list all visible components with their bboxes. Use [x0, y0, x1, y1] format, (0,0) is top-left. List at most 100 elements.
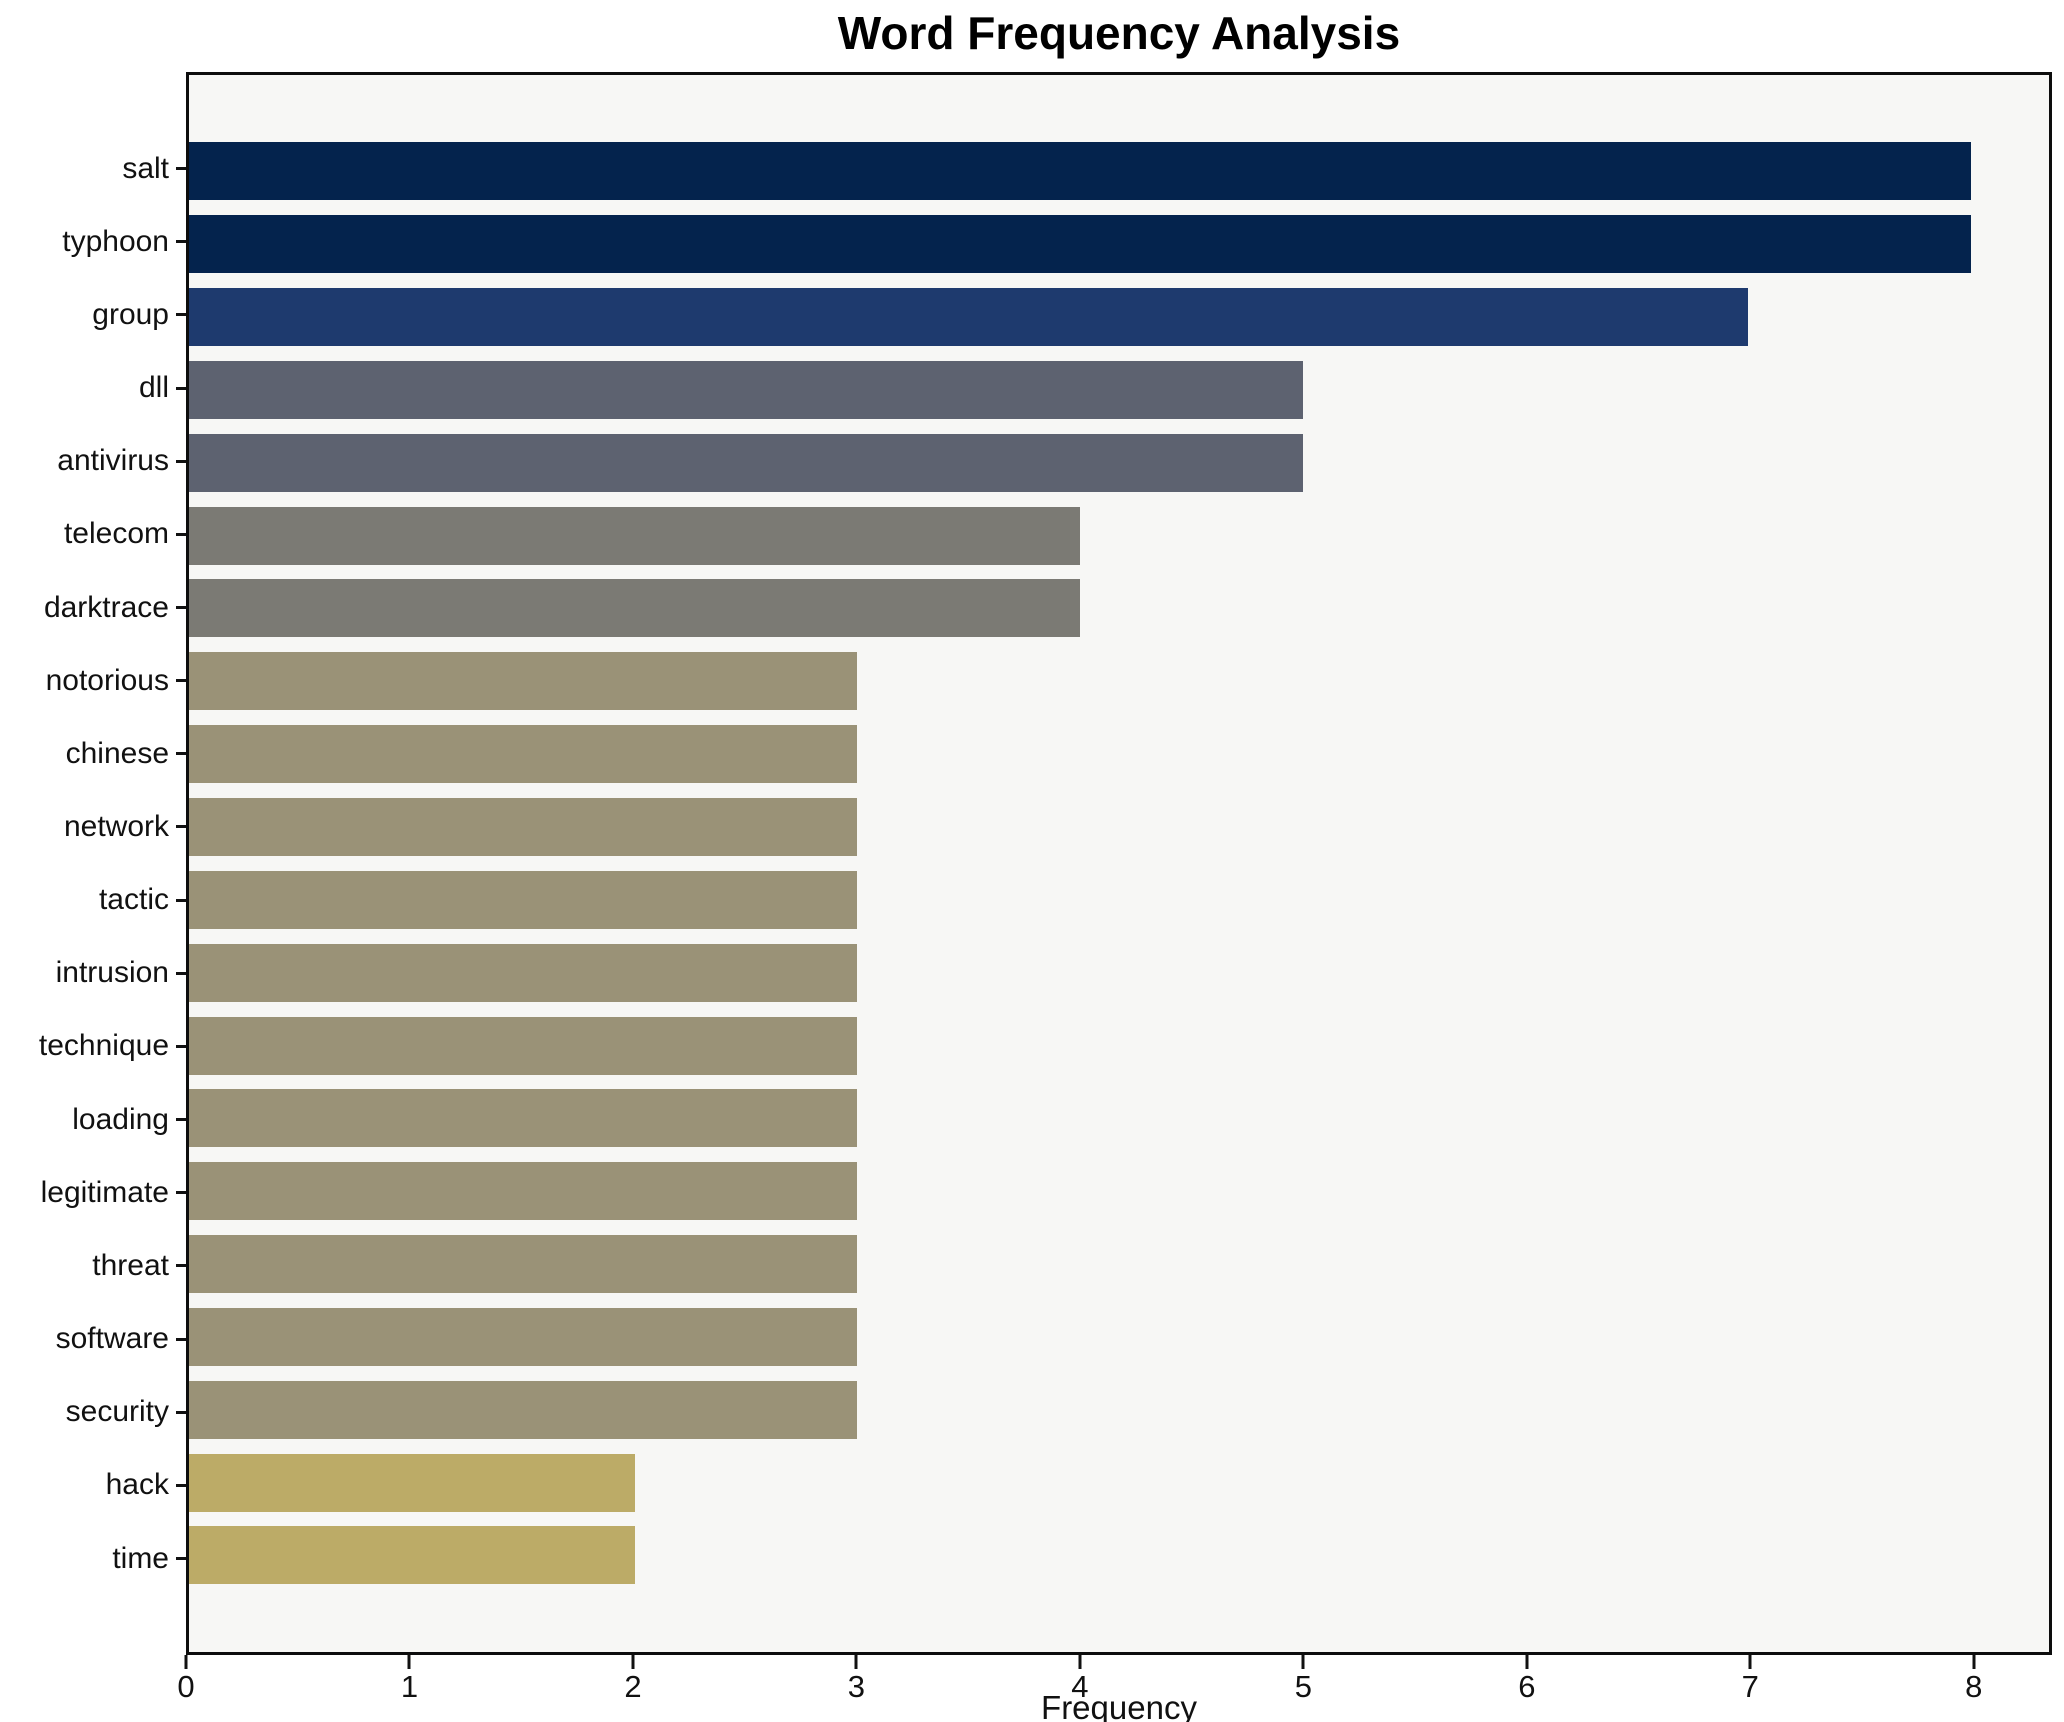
bar-antivirus	[189, 433, 1303, 492]
y-tick-mark	[176, 898, 186, 902]
bar-chinese	[189, 725, 858, 784]
y-label-row-typhoon: typhoon	[0, 205, 186, 278]
x-axis: Frequency 0 1 2 3 4 5 6 7 8	[177, 1655, 2052, 1722]
y-label-software: software	[55, 1322, 169, 1356]
bar-typhoon	[189, 215, 1972, 274]
y-label-row-intrusion: intrusion	[0, 937, 186, 1010]
bar-row-loading	[189, 1082, 2049, 1155]
bar-row-time	[189, 1519, 2049, 1592]
bar-row-technique	[189, 1009, 2049, 1082]
x-tick-label-0: 0	[177, 1669, 195, 1704]
bar-row-notorious	[189, 645, 2049, 718]
y-tick-mark	[176, 1557, 186, 1561]
bar-notorious	[189, 652, 858, 711]
bar-software	[189, 1307, 858, 1366]
x-tick-label-3: 3	[847, 1669, 866, 1704]
x-tick-mark-0	[184, 1655, 188, 1669]
bar-salt	[189, 142, 1972, 201]
y-label-hack: hack	[105, 1468, 169, 1502]
y-label-typhoon: typhoon	[62, 224, 169, 258]
bar-row-tactic	[189, 863, 2049, 936]
y-tick-mark	[176, 679, 186, 683]
y-label-row-network: network	[0, 790, 186, 863]
bar-row-network	[189, 791, 2049, 864]
y-label-row-antivirus: antivirus	[0, 425, 186, 498]
y-label-dll: dll	[138, 371, 169, 405]
y-tick-mark	[176, 1483, 186, 1487]
x-tick-mark-4	[1078, 1655, 1082, 1669]
y-label-time: time	[112, 1541, 169, 1575]
y-label-row-security: security	[0, 1376, 186, 1449]
y-label-telecom: telecom	[63, 517, 169, 551]
x-tick-mark-7	[1748, 1655, 1752, 1669]
x-tick-mark-1	[407, 1655, 411, 1669]
bar-time	[189, 1526, 635, 1585]
y-label-network: network	[63, 809, 169, 843]
y-tick-mark	[176, 459, 186, 463]
x-tick-mark-2	[631, 1655, 635, 1669]
y-label-row-notorious: notorious	[0, 644, 186, 717]
bar-row-salt	[189, 135, 2049, 208]
bar-row-typhoon	[189, 208, 2049, 281]
bar-dll	[189, 360, 1303, 419]
y-label-legitimate: legitimate	[40, 1175, 169, 1209]
x-tick-mark-5	[1301, 1655, 1305, 1669]
y-tick-mark	[176, 1044, 186, 1048]
x-tick-mark-3	[854, 1655, 858, 1669]
y-label-threat: threat	[92, 1248, 169, 1282]
x-axis-title: Frequency	[1041, 1689, 1197, 1722]
y-tick-mark	[176, 606, 186, 610]
y-label-salt: salt	[122, 151, 169, 185]
y-axis-labels: salt typhoon group dll antivirus telecom darkt…	[0, 72, 186, 1655]
y-label-row-legitimate: legitimate	[0, 1156, 186, 1229]
bar-row-legitimate	[189, 1155, 2049, 1228]
bar-network	[189, 798, 858, 857]
y-label-row-salt: salt	[0, 132, 186, 205]
plot-area	[186, 72, 2052, 1655]
x-tick-label-1: 1	[400, 1669, 419, 1704]
bar-technique	[189, 1016, 858, 1075]
y-label-technique: technique	[38, 1029, 169, 1063]
y-label-tactic: tactic	[98, 883, 169, 917]
y-tick-mark	[176, 971, 186, 975]
x-tick-mark-6	[1525, 1655, 1529, 1669]
bar-telecom	[189, 506, 1081, 565]
y-tick-mark	[176, 752, 186, 756]
bar-loading	[189, 1089, 858, 1148]
y-tick-mark	[176, 1410, 186, 1414]
x-tick-label-4: 4	[1071, 1669, 1089, 1704]
x-tick-mark-8	[1972, 1655, 1976, 1669]
y-tick-mark	[176, 825, 186, 829]
bar-row-group	[189, 281, 2049, 354]
bar-row-intrusion	[189, 936, 2049, 1009]
bar-row-telecom	[189, 499, 2049, 572]
y-tick-mark	[176, 386, 186, 390]
y-label-row-hack: hack	[0, 1449, 186, 1522]
bar-intrusion	[189, 943, 858, 1002]
x-tick-label-7: 7	[1741, 1669, 1759, 1704]
y-label-notorious: notorious	[45, 663, 169, 697]
bar-security	[189, 1380, 858, 1439]
y-label-loading: loading	[72, 1102, 169, 1136]
y-label-row-tactic: tactic	[0, 864, 186, 937]
y-label-security: security	[65, 1395, 169, 1429]
x-tick-label-5: 5	[1294, 1669, 1312, 1704]
y-label-row-dll: dll	[0, 351, 186, 424]
bar-row-dll	[189, 354, 2049, 427]
x-tick-label-2: 2	[624, 1669, 642, 1704]
y-label-row-software: software	[0, 1303, 186, 1376]
y-label-row-group: group	[0, 278, 186, 351]
bar-row-threat	[189, 1228, 2049, 1301]
y-label-row-telecom: telecom	[0, 498, 186, 571]
y-label-row-loading: loading	[0, 1083, 186, 1156]
bar-row-security	[189, 1373, 2049, 1446]
y-label-row-time: time	[0, 1522, 186, 1595]
y-label-row-darktrace: darktrace	[0, 571, 186, 644]
y-tick-mark	[176, 240, 186, 244]
y-label-row-threat: threat	[0, 1229, 186, 1302]
x-tick-label-8: 8	[1965, 1669, 1983, 1704]
bar-threat	[189, 1235, 858, 1294]
y-label-group: group	[92, 297, 169, 331]
bar-hack	[189, 1453, 635, 1512]
